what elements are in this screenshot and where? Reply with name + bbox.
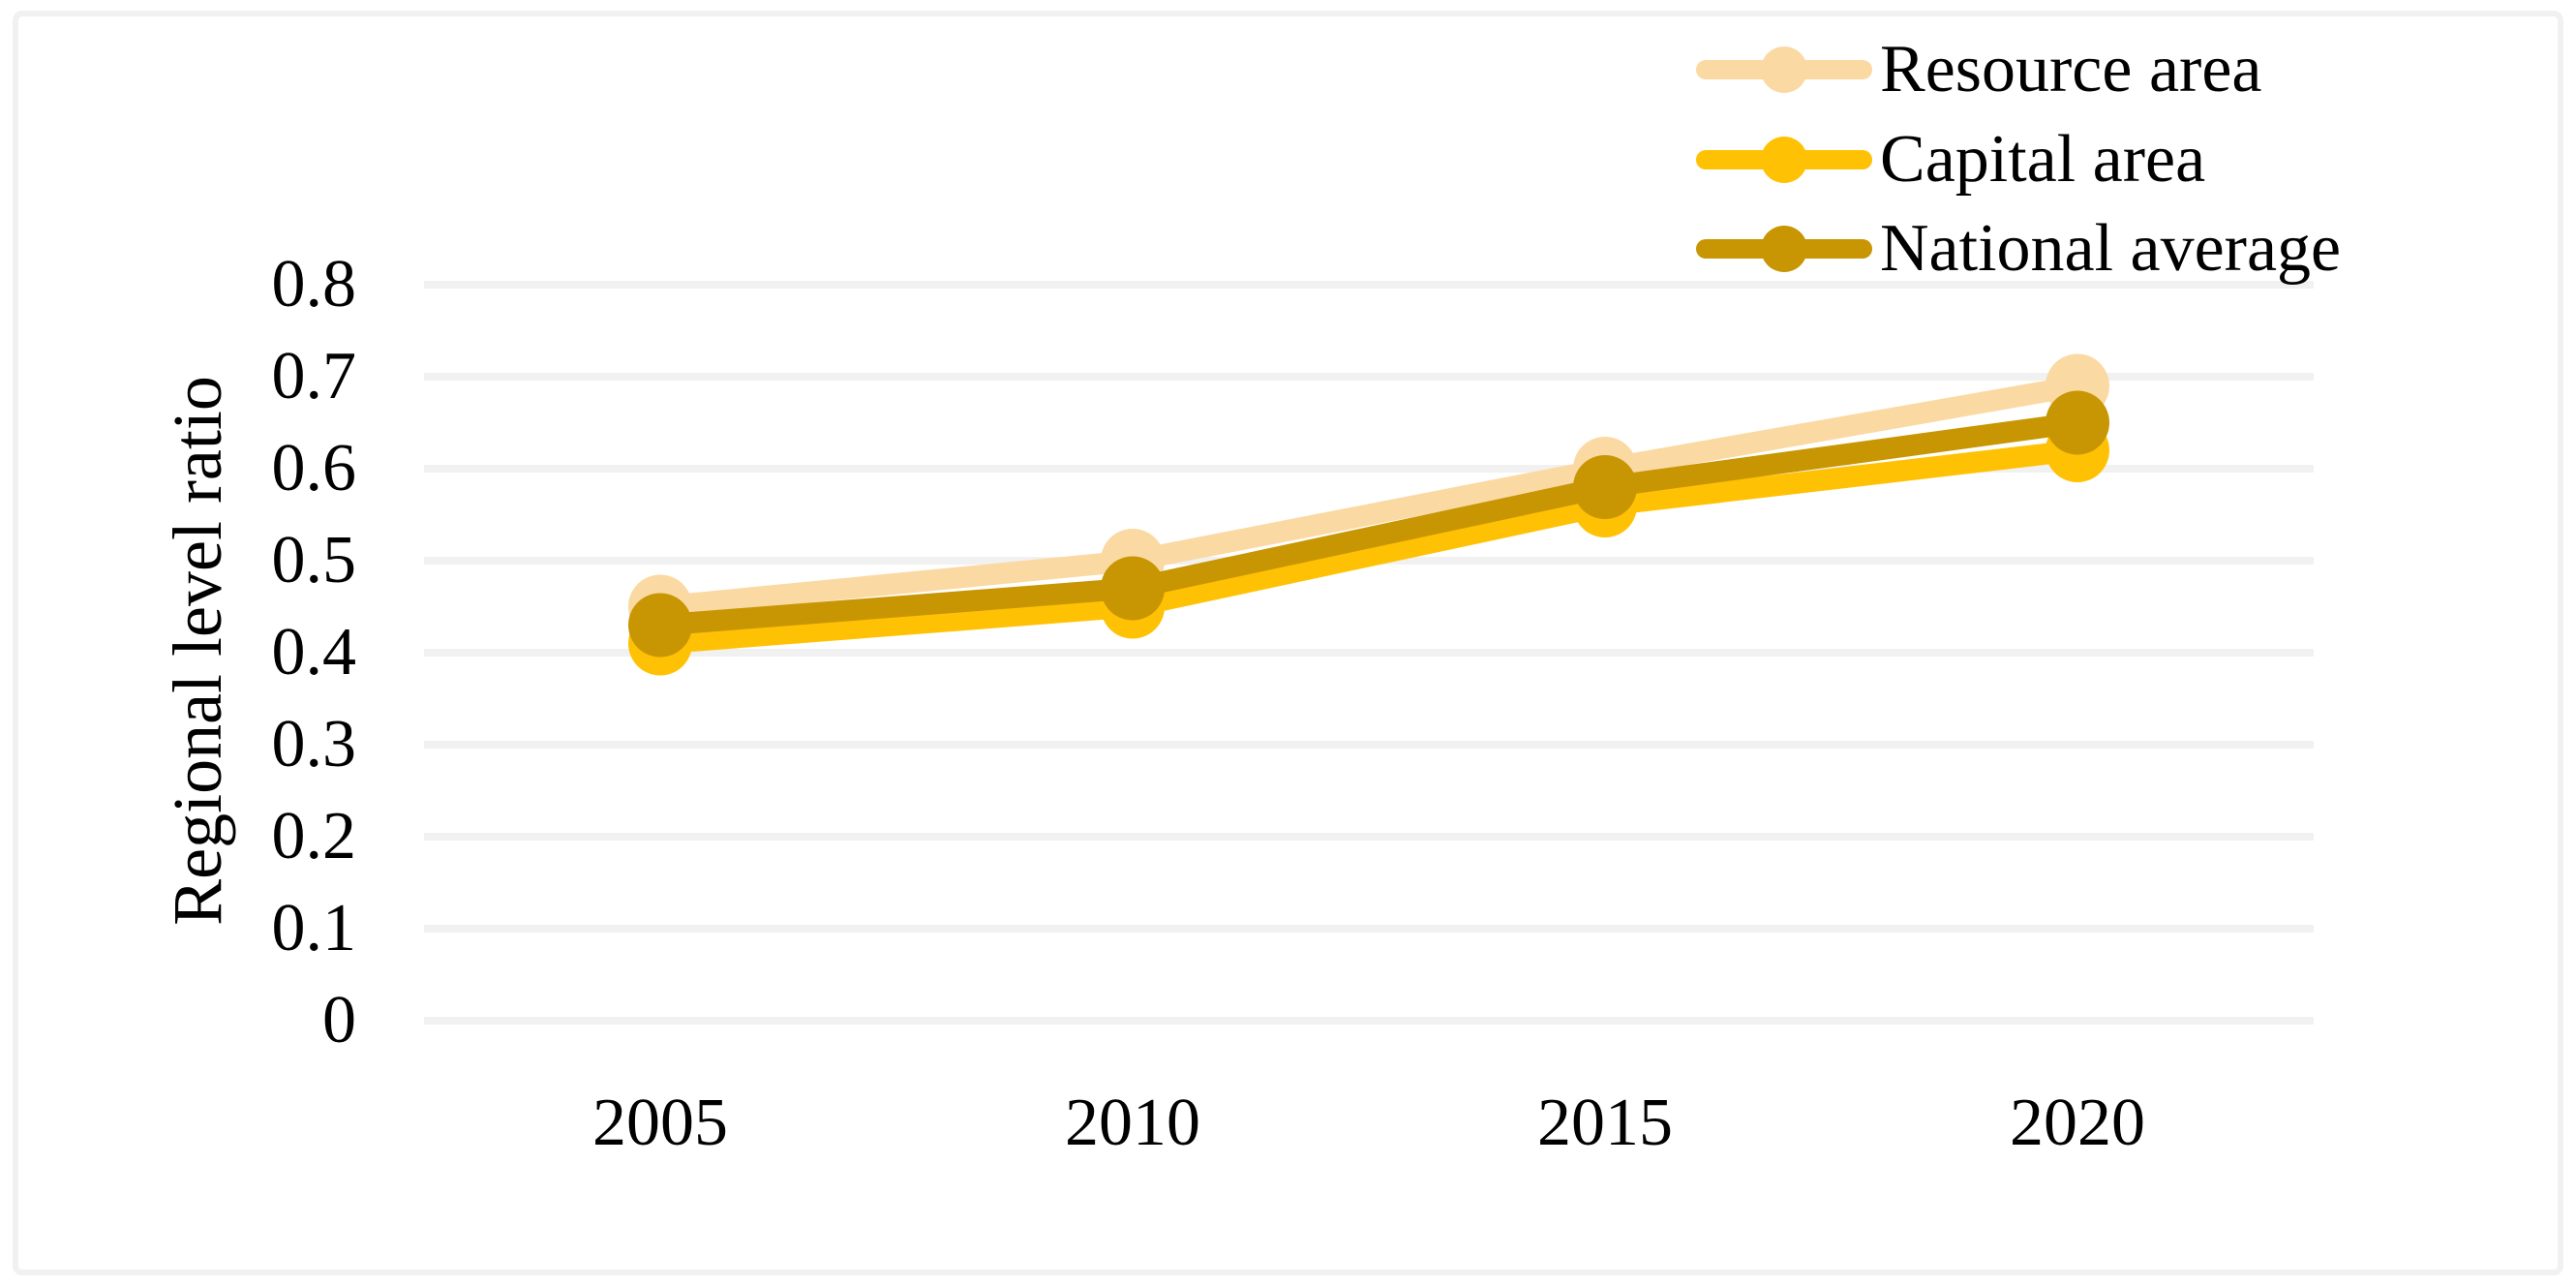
legend-label: Capital area bbox=[1880, 121, 2206, 197]
legend-label: Resource area bbox=[1880, 32, 2262, 107]
legend-label: National average bbox=[1880, 211, 2342, 287]
y-tick-label: 0 bbox=[322, 983, 356, 1057]
legend-marker bbox=[1696, 126, 1872, 194]
circle-marker-icon bbox=[1761, 226, 1807, 273]
series-line-capital-area bbox=[659, 440, 2079, 655]
x-tick-label: 2020 bbox=[2010, 1086, 2145, 1160]
data-point-national-average-2020 bbox=[2046, 390, 2109, 455]
legend: Resource area Capital area National aver… bbox=[1696, 25, 2341, 294]
y-tick-label: 0.2 bbox=[271, 799, 357, 873]
y-tick-label: 0.3 bbox=[271, 707, 357, 781]
circle-marker-icon bbox=[1761, 136, 1807, 183]
data-point-national-average-2005 bbox=[628, 593, 692, 658]
data-point-national-average-2010 bbox=[1101, 556, 1165, 621]
legend-marker bbox=[1696, 215, 1872, 283]
x-tick-label: 2005 bbox=[592, 1086, 728, 1160]
legend-item-national-average: National average bbox=[1696, 204, 2341, 294]
y-tick-label: 0.4 bbox=[271, 615, 357, 689]
x-tick-label: 2010 bbox=[1065, 1086, 1200, 1160]
series-line-national-average bbox=[659, 412, 2079, 636]
y-tick-label: 0.8 bbox=[271, 247, 357, 322]
legend-marker bbox=[1696, 36, 1872, 104]
y-tick-label: 0.1 bbox=[271, 891, 357, 965]
legend-item-capital-area: Capital area bbox=[1696, 115, 2341, 205]
y-tick-label: 0.5 bbox=[271, 523, 357, 597]
y-tick-label: 0.6 bbox=[271, 431, 357, 505]
x-tick-label: 2015 bbox=[1537, 1086, 1673, 1160]
circle-marker-icon bbox=[1761, 46, 1807, 94]
legend-item-resource-area: Resource area bbox=[1696, 25, 2341, 115]
y-tick-label: 0.7 bbox=[271, 339, 357, 413]
series-line-resource-area bbox=[658, 375, 2079, 618]
data-point-national-average-2015 bbox=[1573, 455, 1637, 519]
